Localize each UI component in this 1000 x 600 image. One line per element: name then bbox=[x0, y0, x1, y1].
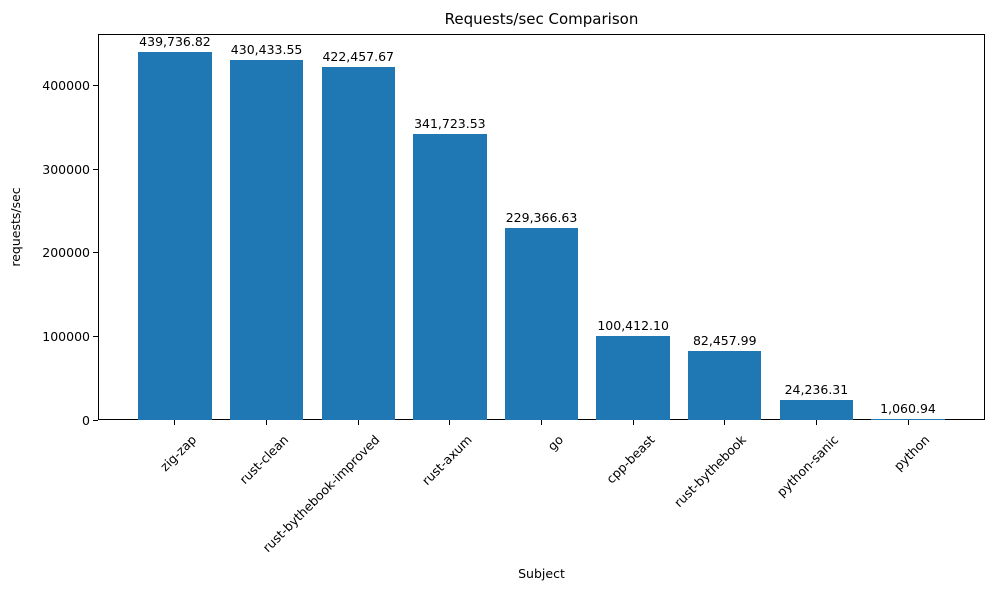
bar-value-label: 422,457.67 bbox=[322, 48, 395, 64]
bar-value-label: 1,060.94 bbox=[880, 401, 936, 416]
x-tick-label: go bbox=[544, 432, 567, 454]
bar-value-label: 82,457.99 bbox=[692, 333, 757, 349]
bar bbox=[413, 134, 487, 420]
y-tick-mark bbox=[93, 419, 98, 421]
x-tick-label: rust-bythebook bbox=[671, 432, 750, 511]
x-tick-label: zig-zap bbox=[157, 432, 200, 475]
x-tick-mark bbox=[724, 420, 726, 425]
x-tick-label: python-sanic bbox=[773, 432, 842, 500]
chart-title: Requests/sec Comparison bbox=[444, 10, 639, 28]
bar-value-label: 24,236.31 bbox=[784, 381, 849, 397]
y-tick-mark bbox=[93, 85, 98, 87]
bar-value-label: 100,412.10 bbox=[597, 318, 669, 334]
y-tick-mark bbox=[93, 252, 98, 254]
x-tick-mark bbox=[907, 420, 909, 425]
y-tick-label: 200000 bbox=[42, 245, 90, 261]
x-tick-mark bbox=[174, 420, 176, 425]
x-tick-mark bbox=[449, 420, 451, 425]
y-tick-mark bbox=[93, 335, 98, 337]
bar bbox=[321, 66, 395, 420]
bar bbox=[504, 228, 579, 420]
bar-value-label: 341,723.53 bbox=[414, 116, 486, 132]
y-tick-label: 400000 bbox=[42, 78, 90, 94]
bar bbox=[871, 419, 945, 420]
bar bbox=[688, 351, 762, 420]
x-tick-label: cpp-beast bbox=[603, 432, 658, 487]
bar-value-label: 439,736.82 bbox=[139, 34, 211, 50]
bar bbox=[229, 60, 304, 420]
x-tick-mark bbox=[541, 420, 542, 425]
bar bbox=[596, 336, 670, 420]
y-tick-label: 300000 bbox=[42, 161, 90, 177]
x-axis-label: Subject bbox=[518, 566, 565, 581]
bar-value-label: 430,433.55 bbox=[230, 42, 303, 58]
x-tick-mark bbox=[357, 420, 359, 425]
x-tick-mark bbox=[632, 420, 634, 425]
y-tick-label: 100000 bbox=[42, 328, 90, 344]
x-tick-label: python bbox=[891, 432, 933, 474]
x-tick-mark bbox=[815, 420, 817, 425]
y-tick-label: 0 bbox=[82, 412, 90, 428]
bar bbox=[779, 399, 854, 420]
x-tick-label: rust-axum bbox=[418, 432, 475, 488]
bar-value-label: 229,366.63 bbox=[505, 210, 578, 226]
y-tick-mark bbox=[93, 168, 98, 170]
x-tick-mark bbox=[266, 420, 268, 425]
x-tick-label: rust-clean bbox=[236, 432, 292, 487]
bar bbox=[138, 52, 212, 420]
